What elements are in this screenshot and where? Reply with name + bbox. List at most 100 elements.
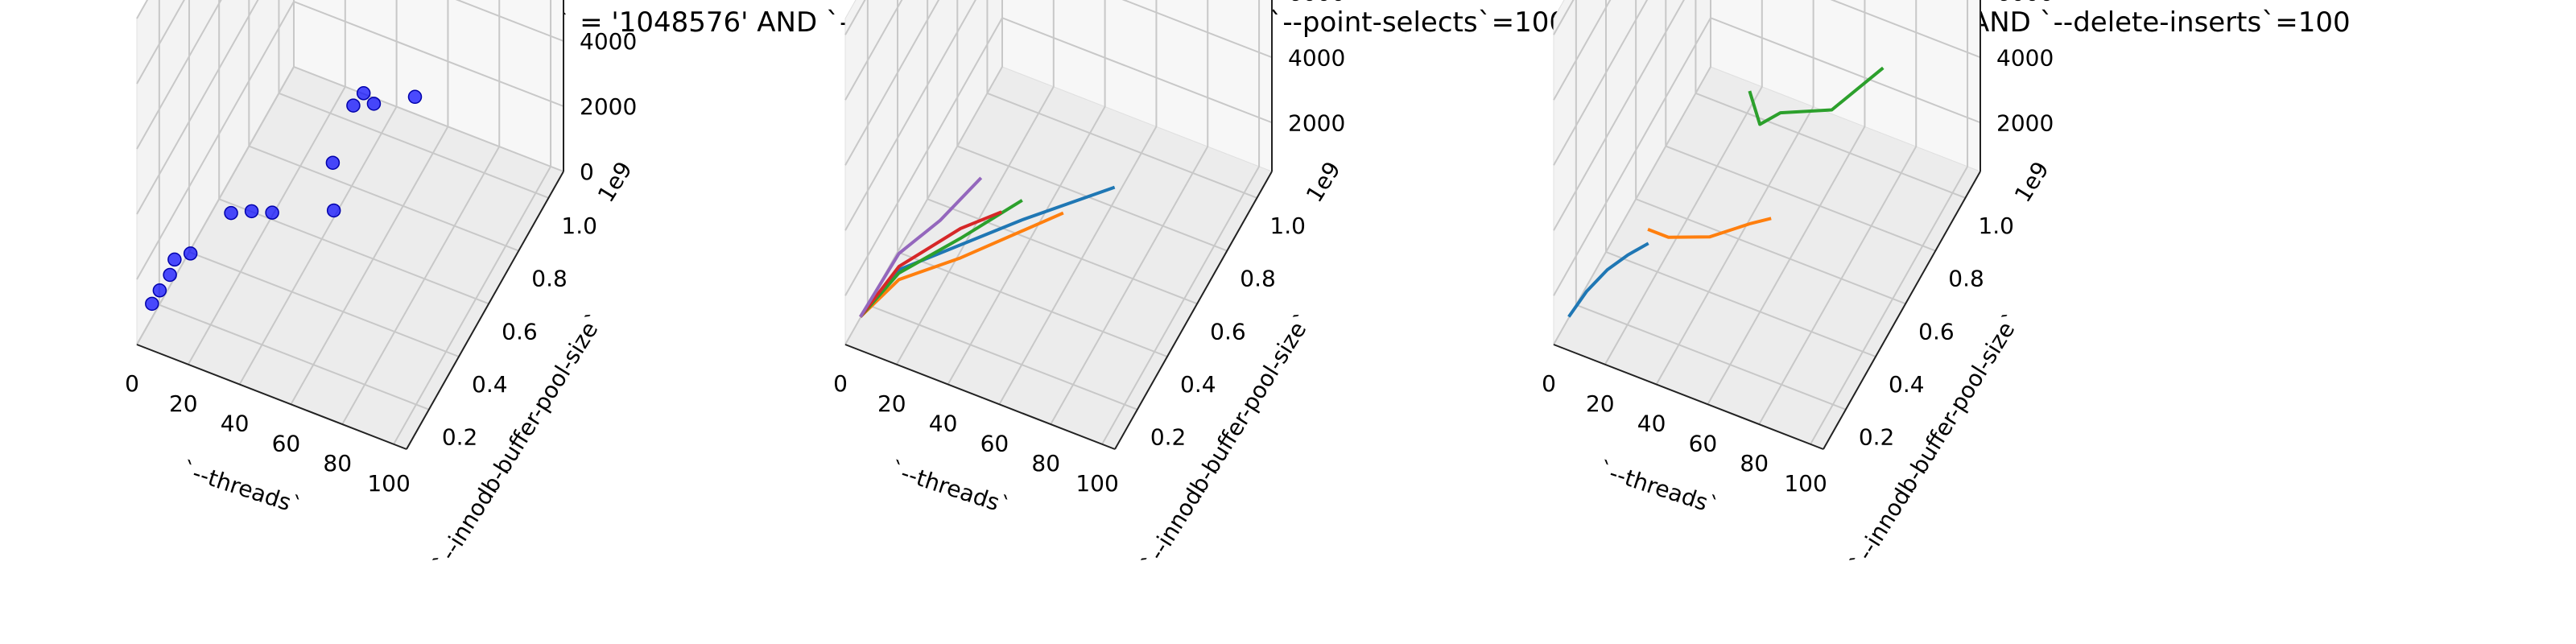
y-tick-label: 0.6 (1918, 318, 1955, 345)
x-tick-label: 40 (221, 411, 250, 437)
back-pane (1710, 0, 1981, 172)
x-axis-line (1553, 344, 1824, 450)
z-tick-label: 6000 (1288, 0, 1345, 6)
y-tick-label: 1.0 (1978, 213, 2014, 239)
z-gridline (136, 0, 222, 150)
z-gridline (136, 0, 564, 215)
x-tick-label: 60 (1689, 430, 1718, 456)
scatter-point (224, 205, 238, 221)
y-tick-label: 0.4 (1889, 371, 1925, 398)
scatter-point (265, 205, 279, 220)
y-axis-offset-label: 1e9 (1301, 157, 1346, 207)
series-line (1567, 242, 1649, 318)
y-tick-label: 0.2 (442, 424, 478, 451)
y-tick-label: 0.6 (1210, 318, 1246, 345)
x-axis-label: `--threads` (1596, 456, 1722, 519)
x-tick-label: 100 (367, 470, 410, 497)
x-tick-label: 20 (877, 390, 906, 417)
x-tick-label: 60 (980, 430, 1009, 456)
y-gridline (1605, 0, 1876, 357)
z-gridline (1553, 0, 1649, 166)
subplot-scatter: 0204060801000.20.40.60.81.00200040006000… (125, 0, 638, 574)
scatter-point (366, 97, 382, 111)
scatter-point (325, 155, 341, 170)
series-line (859, 176, 983, 318)
y-axis-offset-label: 1e9 (592, 157, 638, 207)
back-pane (1001, 0, 1273, 172)
y-tick-label: 0.8 (1240, 266, 1276, 292)
series-line (859, 199, 1023, 318)
y-axis-offset-label: 1e9 (2009, 157, 2054, 207)
x-tick-label: 40 (929, 411, 958, 437)
series-line (859, 210, 1003, 318)
y-tick-label: 1.0 (1269, 213, 1306, 239)
x-tick-label: 100 (1075, 470, 1118, 497)
y-gridline (1665, 0, 1936, 252)
scatter-point (145, 296, 159, 312)
y-tick-label: 0.2 (1150, 424, 1187, 451)
series-line (1647, 217, 1772, 239)
z-tick-label: 6000 (1996, 0, 2054, 6)
subplot-lines: 0204060801000.20.40.60.81.02000400060008… (833, 0, 1346, 574)
x-tick-label: 80 (323, 450, 352, 477)
x-tick-label: 20 (169, 390, 198, 417)
scatter-point (163, 267, 177, 283)
y-axis-line (1823, 171, 1981, 450)
y-tick-label: 0.4 (472, 371, 508, 398)
scatter-point (346, 98, 361, 113)
scatter-point (407, 89, 423, 105)
z-tick-label: 2000 (580, 93, 637, 120)
y-gridline (986, 0, 1257, 199)
x-axis-line (136, 344, 407, 450)
y-tick-label: 0.4 (1180, 371, 1216, 398)
scatter-point (183, 246, 198, 261)
x-axis-label: `--threads` (179, 456, 305, 519)
y-tick-label: 0.6 (502, 318, 538, 345)
x-tick-label: 0 (125, 370, 139, 397)
x-tick-label: 0 (1542, 370, 1556, 397)
z-gridline (844, 17, 1273, 296)
y-tick-label: 1.0 (561, 213, 597, 239)
z-tick-label: 4000 (1996, 44, 2054, 71)
y-axis-line (406, 171, 564, 450)
z-gridline (844, 0, 903, 101)
scatter-point (326, 203, 341, 218)
y-axis-line (1114, 171, 1273, 450)
x-tick-label: 60 (272, 430, 301, 456)
scatter-point (152, 283, 167, 298)
z-tick-label: 4000 (1288, 44, 1345, 71)
y-tick-label: 0.8 (531, 266, 568, 292)
x-tick-label: 100 (1784, 470, 1827, 497)
series-line (859, 211, 1064, 318)
x-tick-label: 80 (1031, 450, 1060, 477)
y-tick-label: 0.8 (1948, 266, 1984, 292)
x-tick-label: 80 (1740, 450, 1769, 477)
z-tick-label: 2000 (1996, 109, 2054, 136)
y-gridline (1695, 0, 1966, 199)
x-tick-label: 40 (1637, 411, 1666, 437)
y-gridline (1635, 0, 1906, 305)
y-tick-label: 0.2 (1859, 424, 1895, 451)
z-tick-label: 4000 (580, 28, 637, 55)
z-tick-label: 2000 (1288, 109, 1345, 136)
scatter-point (244, 204, 259, 219)
y-gridline (927, 0, 1198, 305)
z-gridline (844, 0, 1273, 231)
z-gridline (1553, 0, 1981, 231)
x-tick-label: 0 (833, 370, 848, 397)
z-tick-label: 0 (580, 159, 594, 185)
x-axis-label: `--threads` (887, 456, 1013, 519)
scatter-point (167, 252, 182, 267)
z-gridline (844, 0, 940, 166)
scatter-point (356, 86, 371, 101)
z-gridline (1553, 17, 1981, 296)
z-gridline (136, 0, 564, 280)
x-axis-line (844, 344, 1116, 450)
x-tick-label: 20 (1586, 390, 1615, 417)
series-line (1748, 66, 1885, 126)
z-gridline (1553, 0, 1612, 101)
subplot-grouped-lines: 0204060801000.20.40.60.81.02000400060008… (1542, 0, 2054, 574)
y-gridline (897, 0, 1168, 357)
y-gridline (956, 0, 1228, 252)
